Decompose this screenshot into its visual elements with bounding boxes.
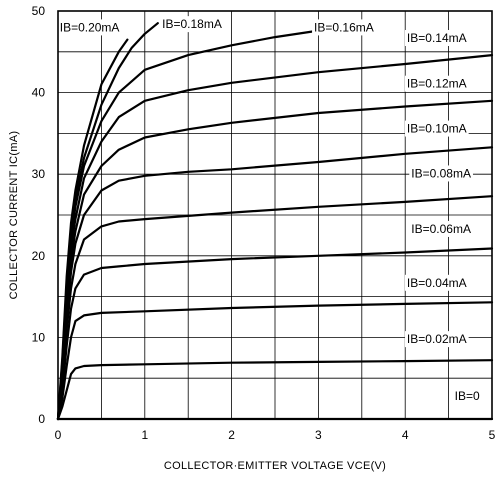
- y-tick-label: 30: [32, 167, 46, 181]
- y-axis-label: COLLECTOR CURRENT IC(mA): [8, 131, 20, 300]
- curve-label: IB=0.02mA: [407, 332, 467, 346]
- curve-label: IB=0.18mA: [162, 17, 222, 31]
- curve-label: IB=0.08mA: [411, 166, 471, 180]
- x-tick-label: 3: [315, 428, 322, 442]
- curve-label-background: [409, 220, 473, 237]
- x-tick-label: 2: [228, 428, 235, 442]
- x-tick-label: 5: [489, 428, 495, 442]
- curve-label: IB=0.20mA: [60, 20, 120, 34]
- curve-label-background: [404, 331, 469, 348]
- y-tick-labels: 0 10 20 30 40 50: [32, 4, 46, 426]
- curve-label-background: [57, 19, 122, 36]
- curve-labels: IB=0.20mA IB=0.18mA IB=0.16mA IB=0.14mA IB=0…: [57, 16, 483, 405]
- curve-label: IB=0.16mA: [314, 20, 374, 34]
- curve-ib-0-06ma: [56, 247, 494, 421]
- curve-label: IB=0.06mA: [411, 222, 471, 236]
- y-tick-label: 0: [38, 412, 45, 426]
- y-tick-label: 40: [32, 86, 46, 100]
- curve-label-background: [452, 388, 483, 405]
- x-axis-label: COLLECTOR·EMITTER VOLTAGE VCE(V): [164, 460, 386, 472]
- curve-label-background: [404, 120, 469, 137]
- curve-label: IB=0.14mA: [407, 31, 467, 45]
- curve-label: IB=0.10mA: [407, 122, 467, 136]
- x-tick-label: 0: [55, 428, 62, 442]
- curve-label-background: [404, 274, 469, 291]
- curve-ib-0-02ma: [56, 359, 494, 421]
- curve-label-background: [312, 19, 376, 36]
- curve-label: IB=0.12mA: [407, 77, 467, 91]
- curve-label: IB=0: [455, 389, 480, 403]
- curve-label-background: [404, 30, 469, 47]
- plot-frame: [57, 10, 493, 420]
- x-tick-label: 4: [402, 428, 409, 442]
- x-tick-labels: 0 1 2 3 4 5: [55, 428, 495, 442]
- curve-label-background: [404, 75, 469, 92]
- curve-ib-0-04ma: [56, 301, 494, 421]
- y-tick-label: 20: [32, 249, 46, 263]
- x-tick-label: 1: [141, 428, 148, 442]
- y-tick-label: 10: [32, 330, 46, 344]
- curve-label-background: [409, 165, 473, 182]
- y-tick-label: 50: [32, 4, 46, 18]
- curve-ib-0-20ma: [56, 38, 129, 421]
- curve-label-background: [160, 16, 224, 33]
- curve-label: IB=0.04mA: [407, 276, 467, 290]
